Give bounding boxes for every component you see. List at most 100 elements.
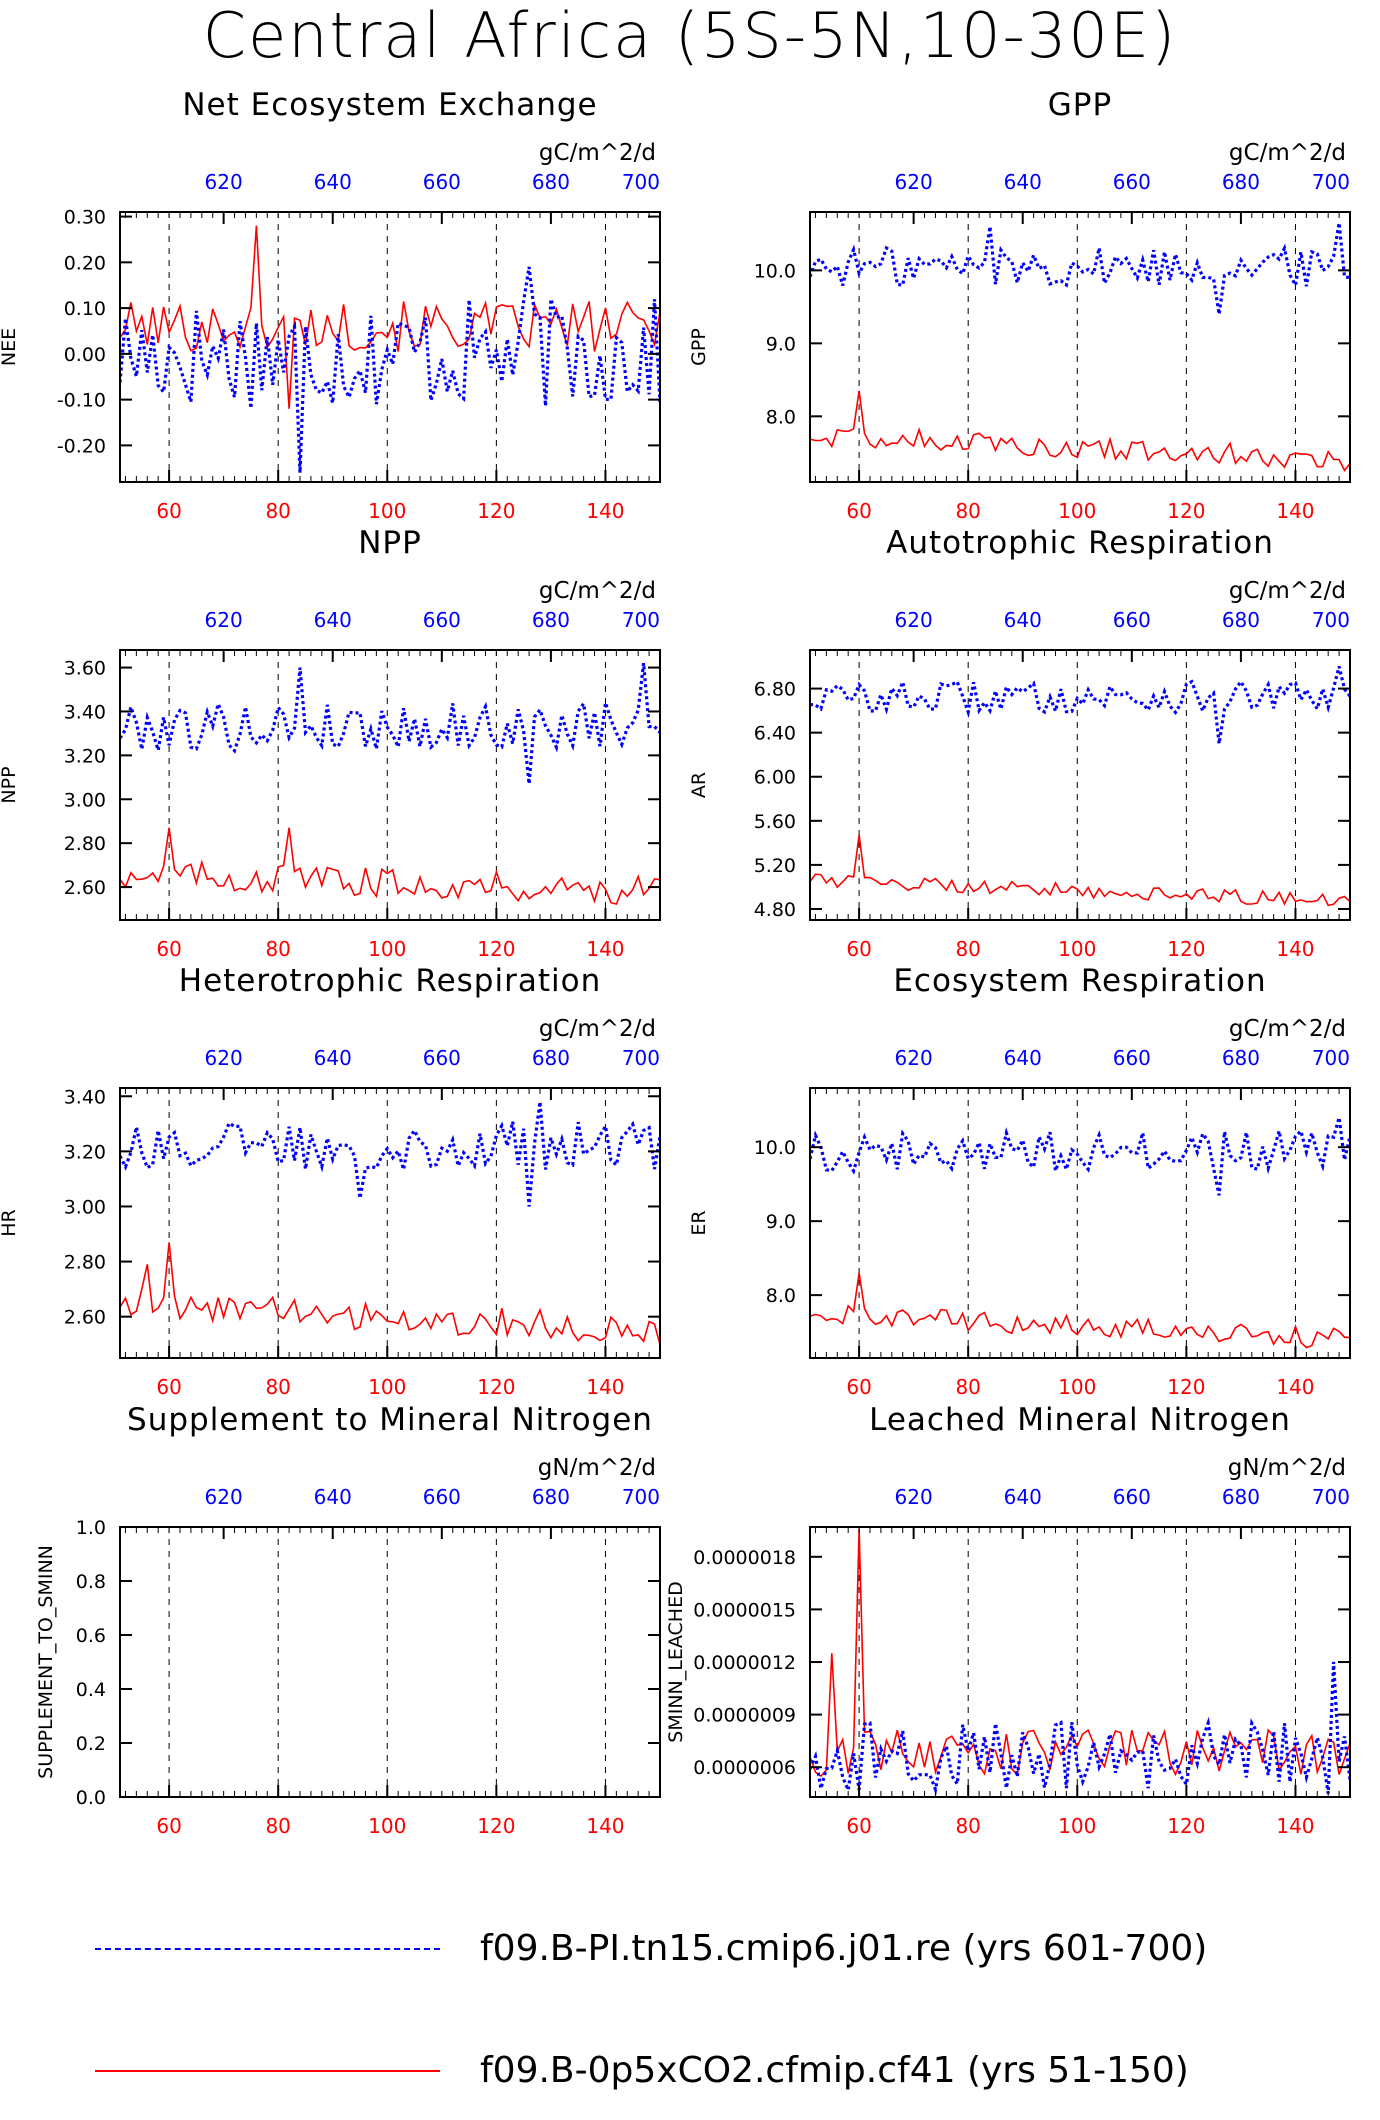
x-tick-label-bottom: 60 — [156, 1375, 181, 1399]
x-tick-label-top: 640 — [1004, 1485, 1042, 1509]
series-line-red — [120, 225, 660, 409]
x-tick-label-top: 700 — [1312, 1485, 1350, 1509]
x-tick-label-bottom: 80 — [265, 937, 290, 961]
x-tick-label-bottom: 100 — [1058, 937, 1096, 961]
x-tick-label-top: 680 — [532, 1046, 570, 1070]
x-tick-label-bottom: 60 — [846, 1375, 871, 1399]
plot-frame — [119, 211, 661, 483]
chart-npp: NPP gC/m^2/d 60 80 100 120 140 620 640 660 680 700 2… — [0, 525, 661, 961]
y-tick-label: 4.80 — [754, 899, 796, 921]
x-tick-label-top: 620 — [895, 1046, 933, 1070]
legend-swatch-blue — [95, 1948, 440, 1950]
chart-title: GPP — [1048, 87, 1112, 123]
y-tick-label: 0.0000012 — [693, 1652, 796, 1674]
y-tick-label: 0.0000018 — [693, 1547, 796, 1569]
x-tick-label-top: 640 — [314, 1485, 352, 1509]
x-tick-label-top: 700 — [622, 608, 660, 632]
x-tick-label-top: 700 — [622, 1485, 660, 1509]
legend-item-red: f09.B-0p5xCO2.cfmip.cf41 (yrs 51-150) — [0, 2046, 1380, 2096]
x-tick-label-top: 660 — [1113, 1485, 1151, 1509]
plot-frame — [119, 649, 661, 921]
y-tick-label: 2.80 — [64, 833, 106, 855]
series-line-blue — [810, 1661, 1350, 1796]
x-tick-label-top: 680 — [532, 1485, 570, 1509]
y-tick-label: 8.0 — [766, 406, 796, 428]
x-tick-label-bottom: 80 — [955, 937, 980, 961]
y-tick-label: 0.20 — [64, 252, 106, 274]
x-tick-label-top: 700 — [1312, 608, 1350, 632]
x-tick-label-bottom: 140 — [1276, 1375, 1314, 1399]
x-tick-label-top: 700 — [1312, 1046, 1350, 1070]
x-tick-label-bottom: 120 — [477, 1375, 515, 1399]
legend: f09.B-PI.tn15.cmip6.j01.re (yrs 601-700)… — [0, 1900, 1380, 2120]
plot-frame — [809, 211, 1351, 483]
y-tick-label: 0.00 — [64, 344, 106, 366]
x-tick-label-top: 700 — [1312, 170, 1350, 194]
y-tick-label: 6.40 — [754, 723, 796, 745]
x-tick-label-bottom: 100 — [368, 937, 406, 961]
y-axis-label: NEE — [0, 328, 20, 366]
chart-title: Net Ecosystem Exchange — [182, 87, 597, 123]
x-tick-label-top: 660 — [423, 1046, 461, 1070]
chart-ecosystem-respiration: Ecosystem Respiration gC/m^2/d 60 80 100 120 1… — [688, 963, 1351, 1399]
chart-title: Supplement to Mineral Nitrogen — [127, 1402, 653, 1438]
units-label: gN/m^2/d — [538, 1455, 656, 1481]
x-tick-label-bottom: 80 — [265, 1375, 290, 1399]
plot-frame — [809, 649, 1351, 921]
y-tick-label: -0.10 — [57, 390, 106, 412]
y-tick-label: 3.60 — [64, 658, 106, 680]
y-tick-label: 2.60 — [64, 1307, 106, 1329]
y-tick-label: 0.0 — [76, 1787, 106, 1809]
y-axis-label: GPP — [688, 328, 710, 366]
series-line-blue — [120, 1101, 660, 1207]
main-title: Central Africa (5S-5N,10-30E) — [202, 0, 1178, 72]
x-tick-label-top: 660 — [1113, 170, 1151, 194]
x-tick-label-bottom: 140 — [1276, 499, 1314, 523]
series-line-blue — [120, 663, 660, 785]
x-tick-label-bottom: 80 — [955, 499, 980, 523]
chart-autotrophic-respiration: Autotrophic Respiration gC/m^2/d 60 80 100 12… — [688, 525, 1351, 961]
y-axis-label: SUPPLEMENT_TO_SMINN — [35, 1545, 57, 1779]
x-tick-label-top: 700 — [622, 1046, 660, 1070]
x-tick-label-bottom: 120 — [477, 937, 515, 961]
series-line-red — [810, 834, 1350, 907]
units-label: gC/m^2/d — [539, 1016, 656, 1042]
x-tick-label-top: 660 — [1113, 1046, 1151, 1070]
chart-title: Heterotrophic Respiration — [179, 963, 601, 999]
x-tick-label-top: 660 — [423, 1485, 461, 1509]
x-tick-label-bottom: 100 — [1058, 1814, 1096, 1838]
y-tick-label: 3.00 — [64, 789, 106, 811]
units-label: gN/m^2/d — [1228, 1455, 1346, 1481]
y-tick-label: 0.30 — [64, 207, 106, 229]
units-label: gC/m^2/d — [1229, 140, 1346, 166]
x-tick-label-bottom: 140 — [586, 1814, 624, 1838]
x-tick-label-bottom: 80 — [265, 499, 290, 523]
plot-frame — [809, 1087, 1351, 1359]
series-line-red — [810, 390, 1350, 472]
y-tick-label: 2.60 — [64, 877, 106, 899]
x-tick-label-bottom: 140 — [586, 1375, 624, 1399]
series-line-red — [810, 1272, 1350, 1349]
legend-label-red: f09.B-0p5xCO2.cfmip.cf41 (yrs 51-150) — [480, 2050, 1189, 2091]
x-tick-label-top: 680 — [1222, 170, 1260, 194]
x-tick-label-bottom: 80 — [955, 1814, 980, 1838]
y-tick-label: 3.00 — [64, 1196, 106, 1218]
units-label: gC/m^2/d — [1229, 578, 1346, 604]
x-tick-label-top: 620 — [895, 170, 933, 194]
x-tick-label-bottom: 120 — [477, 499, 515, 523]
x-tick-label-top: 700 — [622, 170, 660, 194]
x-tick-label-bottom: 120 — [1167, 937, 1205, 961]
x-tick-label-bottom: 80 — [955, 1375, 980, 1399]
x-tick-label-bottom: 120 — [1167, 1375, 1205, 1399]
x-tick-label-top: 640 — [314, 608, 352, 632]
legend-swatch-red — [95, 2070, 440, 2072]
x-tick-label-bottom: 120 — [1167, 499, 1205, 523]
series-line-blue — [810, 222, 1350, 315]
x-tick-label-top: 640 — [314, 1046, 352, 1070]
y-tick-label: 8.0 — [766, 1285, 796, 1307]
y-tick-label: 0.8 — [76, 1571, 106, 1593]
x-tick-label-bottom: 120 — [1167, 1814, 1205, 1838]
x-tick-label-top: 660 — [423, 608, 461, 632]
x-tick-label-bottom: 60 — [156, 937, 181, 961]
x-tick-label-top: 680 — [1222, 608, 1260, 632]
